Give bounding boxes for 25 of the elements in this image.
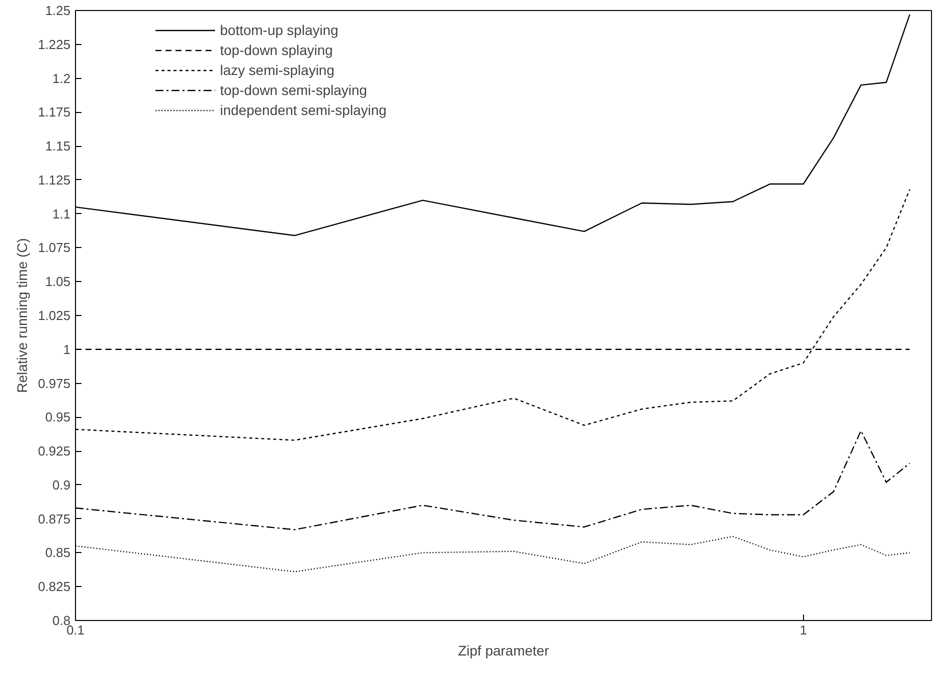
legend-label: lazy semi-splaying bbox=[220, 62, 334, 78]
y-tick-label: 1.225 bbox=[38, 36, 71, 52]
y-tick-label: 0.875 bbox=[38, 511, 71, 526]
y-tick-label: 0.925 bbox=[38, 444, 71, 459]
y-tick-label: 0.95 bbox=[45, 410, 71, 425]
y-tick-label: 0.975 bbox=[38, 376, 71, 391]
legend-label: top-down semi-splaying bbox=[220, 82, 368, 98]
legend-label: top-down splaying bbox=[220, 42, 333, 58]
y-tick-label: 1.15 bbox=[45, 138, 71, 154]
legend-label: independent semi-splaying bbox=[220, 102, 387, 118]
y-axis-title: Relative running time (C) bbox=[14, 238, 30, 393]
y-tick-label: 1.25 bbox=[45, 3, 71, 18]
y-tick-label: 1.2 bbox=[52, 70, 71, 86]
legend-label: bottom-up splaying bbox=[220, 22, 338, 38]
y-tick-label: 1.175 bbox=[38, 104, 71, 120]
y-tick-label: 1.075 bbox=[38, 240, 71, 256]
y-tick-label: 1.1 bbox=[52, 206, 71, 222]
y-tick-label: 0.9 bbox=[52, 477, 71, 492]
y-tick-label: 1.125 bbox=[38, 172, 71, 188]
y-tick-label: 1 bbox=[63, 342, 71, 357]
y-tick-label: 0.85 bbox=[45, 545, 71, 560]
y-tick-label: 1.05 bbox=[45, 274, 71, 290]
x-axis-title: Zipf parameter bbox=[458, 642, 550, 658]
y-tick-label: 0.825 bbox=[38, 579, 71, 594]
y-tick-label: 1.025 bbox=[38, 308, 71, 323]
